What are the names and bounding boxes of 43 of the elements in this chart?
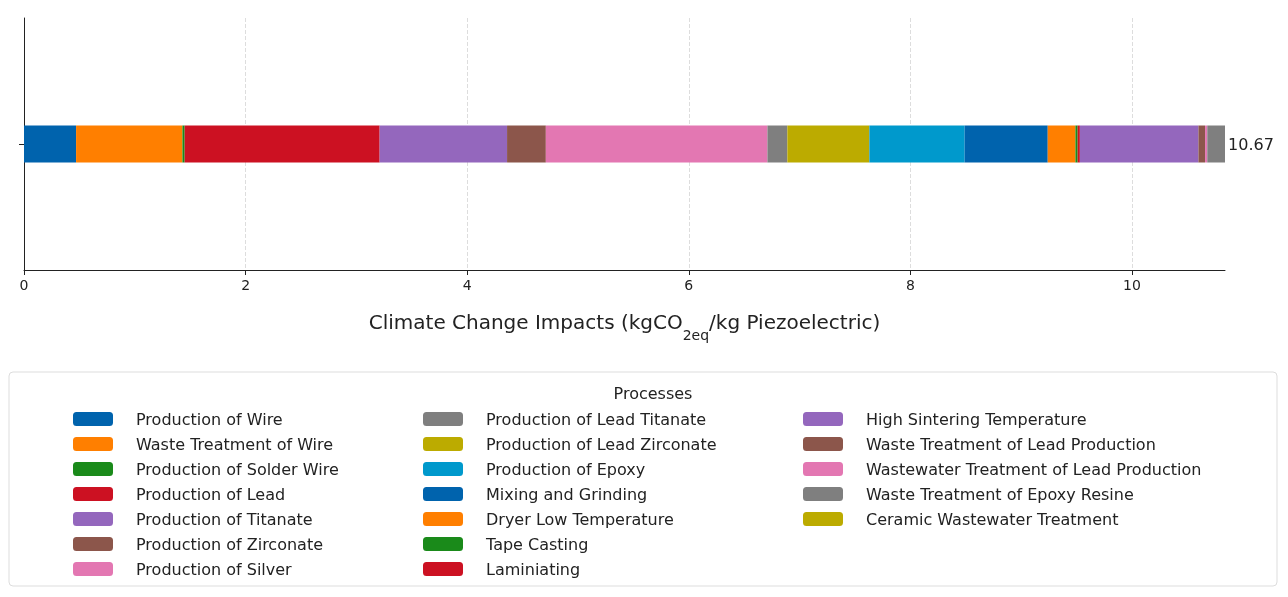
legend-label: Ceramic Wastewater Treatment xyxy=(866,509,1119,529)
bar xyxy=(184,125,380,163)
legend-label: Production of Solder Wire xyxy=(136,459,339,479)
x-tick-label: 4 xyxy=(462,277,472,293)
bar xyxy=(767,125,788,163)
legend-label: Wastewater Treatment of Lead Production xyxy=(866,459,1202,479)
legend-label: Mixing and Grinding xyxy=(486,484,648,504)
bar xyxy=(1207,125,1225,163)
legend-label: High Sintering Temperature xyxy=(866,409,1087,429)
x-tick-label: 10 xyxy=(1123,277,1141,293)
legend-label: Production of Epoxy xyxy=(486,459,646,479)
bar xyxy=(1198,125,1206,163)
legend-label: Production of Lead xyxy=(136,484,286,504)
legend-label: Production of Titanate xyxy=(136,509,313,529)
bar xyxy=(869,125,965,163)
legend-label: Dryer Low Temperature xyxy=(486,509,674,529)
x-tick-label: 2 xyxy=(241,277,251,293)
legend-label: Production of Lead Zirconate xyxy=(486,434,717,454)
legend-label: Waste Treatment of Lead Production xyxy=(866,434,1156,454)
bar xyxy=(182,125,185,163)
legend-label: Production of Silver xyxy=(136,559,293,579)
legend-label: Production of Wire xyxy=(136,409,283,429)
legend-title: Processes xyxy=(613,383,693,403)
legend-label: Waste Treatment of Epoxy Resine xyxy=(866,484,1134,504)
x-tick-label: 6 xyxy=(684,277,694,293)
bar xyxy=(787,125,870,163)
bar xyxy=(1079,125,1199,163)
bar xyxy=(76,125,183,163)
bar xyxy=(24,125,77,163)
text: 10.67 xyxy=(1228,134,1274,154)
x-tick-label: 0 xyxy=(19,277,29,293)
x-tick-label: 8 xyxy=(905,277,915,293)
legend-label: Laminiating xyxy=(486,559,581,579)
legend-label: Production of Zirconate xyxy=(136,534,323,554)
bar xyxy=(379,125,508,163)
bar xyxy=(1047,125,1076,163)
bar xyxy=(1205,125,1208,163)
bar xyxy=(507,125,546,163)
legend-label: Tape Casting xyxy=(485,534,589,554)
legend-label: Waste Treatment of Wire xyxy=(136,434,334,454)
bar xyxy=(545,125,768,163)
legend-label: Production of Lead Titanate xyxy=(486,409,707,429)
bar xyxy=(964,125,1048,163)
